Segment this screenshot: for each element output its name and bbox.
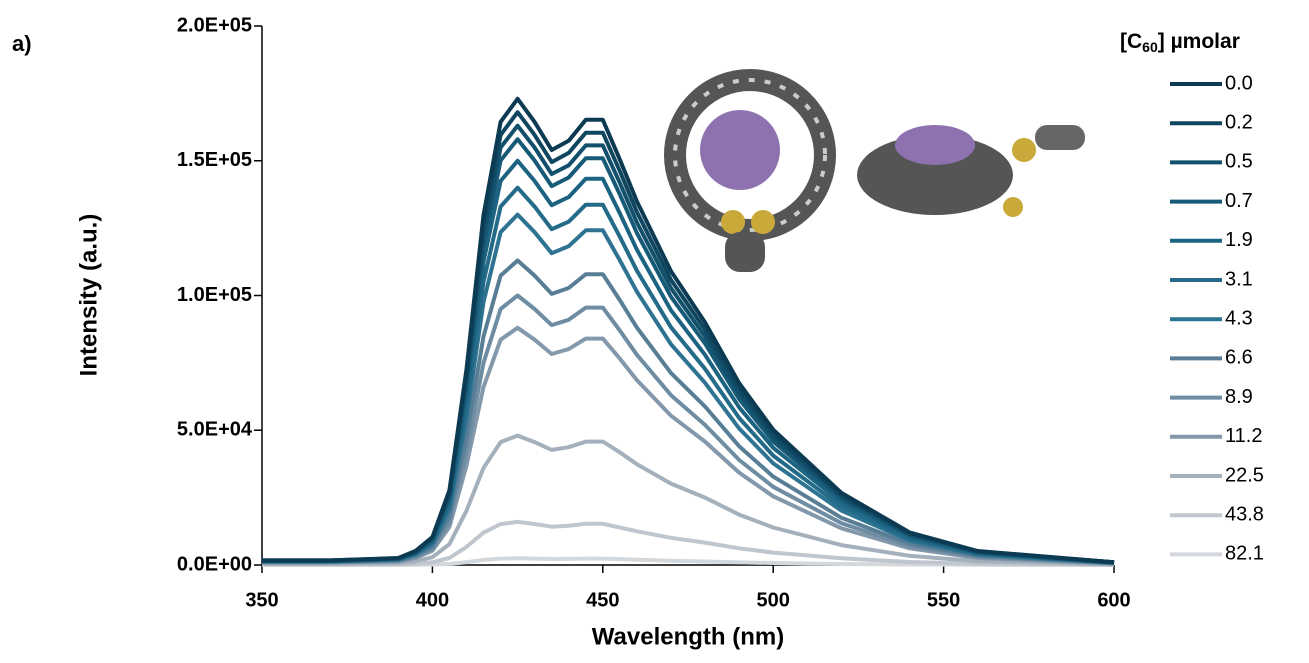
chart: a) Wavelength (nm) Intensity (a.u.) [C60… [0, 0, 1309, 658]
legend-title-part: ] µmolar [1158, 30, 1240, 53]
x-tick-label: 500 [757, 589, 790, 611]
y-tick-label: 5.0E+04 [177, 419, 253, 441]
legend-label: 6.6 [1225, 347, 1253, 369]
x-tick-label: 600 [1097, 589, 1130, 611]
legend-title: [C60] µmolar [1120, 30, 1240, 55]
y-tick-label: 2.0E+05 [177, 14, 252, 36]
sulfur [751, 210, 775, 234]
legend-label: 1.9 [1225, 229, 1253, 251]
sulfur [721, 210, 745, 234]
legend-label: 0.7 [1225, 190, 1253, 212]
plot-area: 0.0E+00 5.0E+04 1.0E+05 1.5E+05 2.0E+05 350 40… [177, 14, 1131, 611]
fullerene-side [895, 125, 975, 165]
legend-label: 0.2 [1225, 111, 1253, 133]
molecule-illustration [675, 80, 1085, 272]
y-tick-label: 0.0E+00 [177, 553, 252, 575]
legend-label: 8.9 [1225, 386, 1253, 408]
phenyl [1035, 125, 1085, 150]
legend-label: 82.1 [1225, 543, 1264, 565]
legend: 0.0 0.2 0.5 0.7 1.9 3.1 4.3 6.6 8.9 11.2 22.5 43.8 8… [1170, 72, 1264, 564]
legend-label: 0.5 [1225, 151, 1253, 173]
fullerene [700, 110, 780, 190]
phenyl [725, 232, 765, 272]
y-axis-title: Intensity (a.u.) [75, 214, 102, 377]
y-tick-label: 1.5E+05 [177, 149, 252, 171]
legend-label: 11.2 [1225, 425, 1262, 447]
x-tick-label: 350 [245, 589, 278, 611]
legend-title-part: [C [1120, 30, 1142, 53]
series-line [262, 188, 1114, 563]
y-tick-label: 1.0E+05 [177, 284, 252, 306]
series-line [262, 436, 1114, 565]
x-tick-label: 550 [927, 589, 960, 611]
x-tick-label: 400 [416, 589, 449, 611]
legend-label: 22.5 [1225, 464, 1264, 486]
sulfur [1012, 138, 1036, 162]
legend-title-sub: 60 [1142, 39, 1158, 55]
legend-label: 43.8 [1225, 503, 1264, 525]
legend-label: 3.1 [1225, 268, 1253, 290]
x-tick-label: 450 [586, 589, 619, 611]
sulfur [1003, 197, 1023, 217]
x-axis-title: Wavelength (nm) [592, 623, 784, 650]
legend-label: 0.0 [1225, 72, 1253, 94]
legend-label: 4.3 [1225, 307, 1253, 329]
panel-label: a) [12, 31, 32, 56]
